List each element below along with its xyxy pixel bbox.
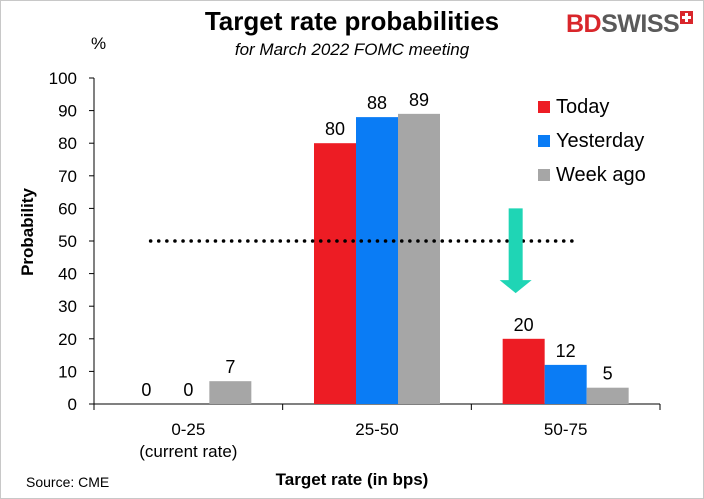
bar bbox=[314, 143, 356, 404]
x-tick-label: 25-50 bbox=[355, 420, 398, 439]
y-tick-label: 10 bbox=[58, 362, 77, 381]
data-label: 0 bbox=[141, 380, 151, 400]
swiss-cross-icon bbox=[680, 11, 694, 24]
bar bbox=[398, 113, 440, 405]
y-tick-label: 100 bbox=[49, 69, 77, 88]
legend-item-week-ago: Week ago bbox=[538, 158, 646, 192]
bar bbox=[209, 381, 252, 404]
y-tick-label: 20 bbox=[58, 330, 77, 349]
chart-legend: Today Yesterday Week ago bbox=[538, 90, 646, 192]
y-tick-label: 40 bbox=[58, 265, 77, 284]
data-label: 88 bbox=[367, 93, 387, 113]
y-tick-label: 70 bbox=[58, 167, 77, 186]
x-tick-label: (current rate) bbox=[139, 442, 237, 461]
y-tick-label: 80 bbox=[58, 134, 77, 153]
legend-label-week-ago: Week ago bbox=[556, 163, 646, 186]
x-tick-label: 0-25 bbox=[171, 420, 205, 439]
bar bbox=[586, 387, 629, 404]
bdswiss-logo: BDSWISS bbox=[566, 10, 694, 39]
data-label: 80 bbox=[325, 119, 345, 139]
y-tick-label: 50 bbox=[58, 232, 77, 251]
logo-swiss-text: SWISS bbox=[601, 10, 680, 38]
legend-swatch-yesterday bbox=[538, 135, 550, 147]
chart-title: Target rate probabilities bbox=[204, 6, 500, 36]
y-tick-label: 60 bbox=[58, 199, 77, 218]
bar bbox=[356, 117, 398, 405]
data-label: 0 bbox=[183, 380, 193, 400]
data-label: 12 bbox=[556, 341, 576, 361]
data-label: 89 bbox=[409, 90, 429, 110]
x-tick-label: 50-75 bbox=[544, 420, 587, 439]
bar bbox=[544, 364, 587, 404]
y-tick-label: 0 bbox=[68, 395, 77, 414]
y-axis-unit: % bbox=[91, 34, 107, 53]
legend-swatch-week-ago bbox=[538, 169, 550, 181]
logo-bd-text: BD bbox=[566, 10, 602, 38]
legend-item-today: Today bbox=[538, 90, 646, 124]
data-label: 7 bbox=[225, 357, 235, 377]
legend-label-yesterday: Yesterday bbox=[556, 129, 645, 152]
data-label: 5 bbox=[603, 364, 613, 384]
x-axis-label: Target rate (in bps) bbox=[275, 470, 429, 489]
legend-swatch-today bbox=[538, 101, 550, 113]
down-arrow-icon bbox=[499, 208, 532, 294]
chart-subtitle: for March 2022 FOMC meeting bbox=[234, 40, 470, 59]
legend-label-today: Today bbox=[556, 95, 610, 118]
y-tick-label: 30 bbox=[58, 297, 77, 316]
bar bbox=[502, 338, 545, 404]
source-note: Source: CME bbox=[26, 474, 110, 490]
legend-item-yesterday: Yesterday bbox=[538, 124, 646, 158]
y-tick-label: 90 bbox=[58, 102, 77, 121]
data-label: 20 bbox=[514, 315, 534, 335]
